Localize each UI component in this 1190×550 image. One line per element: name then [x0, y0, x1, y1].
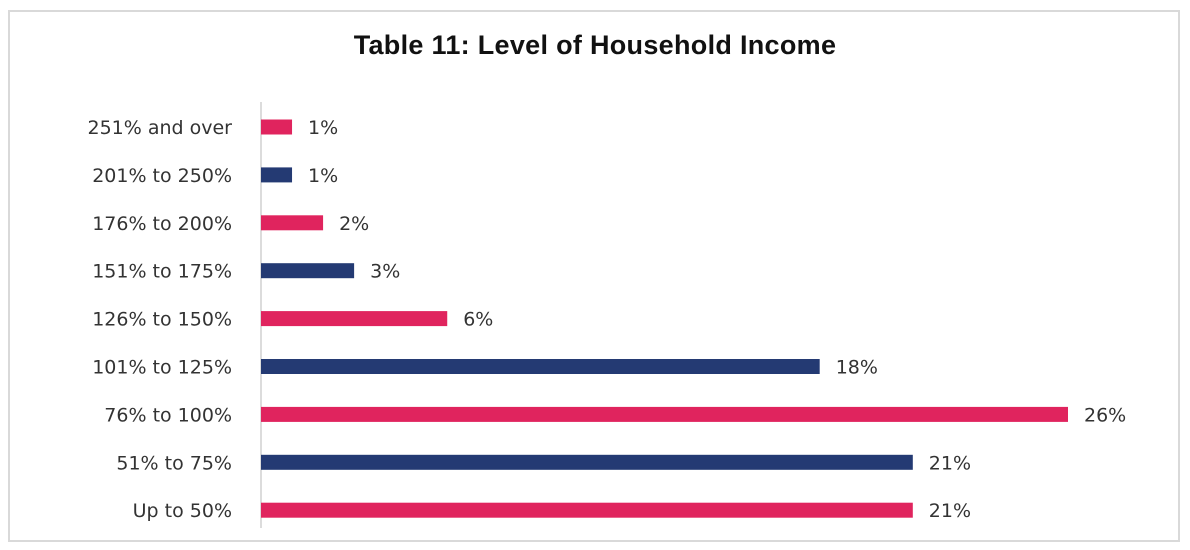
value-label: 26%: [1084, 404, 1126, 426]
category-label: 201% to 250%: [92, 165, 232, 187]
bar: [261, 119, 293, 135]
bars-layer: 251% and over 1% 201% to 250% 1% 176% to 200…: [87, 117, 1126, 522]
value-label: 18%: [836, 357, 878, 379]
value-label: 1%: [308, 165, 338, 187]
value-label: 21%: [929, 500, 971, 522]
bar: [261, 454, 913, 470]
category-label: 176% to 200%: [92, 213, 232, 235]
bar: [261, 359, 820, 374]
bar: [261, 215, 324, 231]
category-label: 51% to 75%: [116, 452, 232, 474]
category-label: 151% to 175%: [92, 261, 232, 283]
bar: [261, 311, 448, 327]
value-label: 3%: [370, 261, 400, 283]
value-label: 6%: [463, 309, 493, 331]
bar: [261, 167, 293, 183]
category-label: 126% to 150%: [92, 309, 232, 331]
value-label: 1%: [308, 117, 338, 139]
value-label: 21%: [929, 452, 971, 474]
bar: [261, 263, 355, 279]
category-label: 76% to 100%: [104, 404, 232, 426]
category-label: Up to 50%: [133, 500, 232, 522]
value-label: 2%: [339, 213, 369, 235]
category-label: 101% to 125%: [92, 357, 232, 379]
chart-frame: [8, 10, 1180, 542]
bar: [261, 502, 913, 518]
bar: [261, 406, 1068, 422]
chart-title: Table 11: Level of Household Income: [353, 30, 837, 60]
category-label: 251% and over: [87, 117, 232, 139]
